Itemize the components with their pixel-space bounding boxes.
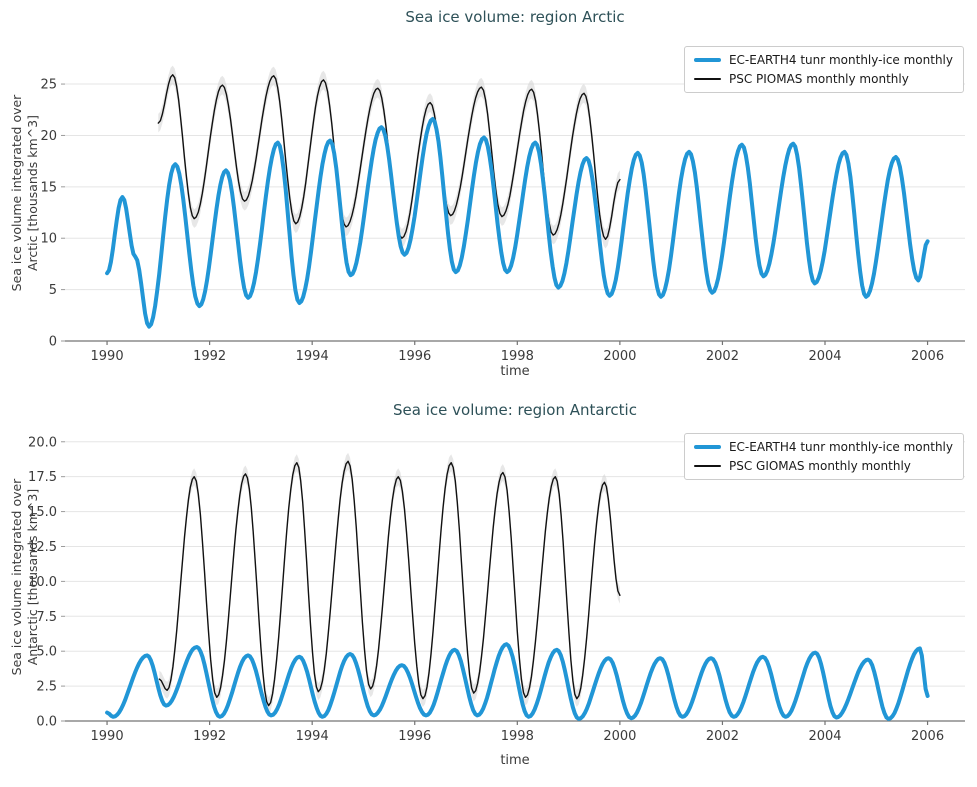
antarctic-legend: EC-EARTH4 tunr monthly-ice monthly PSC G… bbox=[683, 433, 964, 480]
x-tick-label: 2002 bbox=[706, 729, 739, 744]
legend-line-sample-black bbox=[693, 465, 721, 467]
legend-label: PSC PIOMAS monthly monthly bbox=[728, 72, 909, 86]
x-tick-label: 1998 bbox=[501, 729, 534, 744]
x-tick-label: 2006 bbox=[911, 729, 944, 744]
arctic-x-axis-label: time bbox=[500, 364, 530, 379]
x-tick-label: 2004 bbox=[808, 729, 841, 744]
y-tick-label: 2.5 bbox=[36, 680, 57, 695]
x-tick-label: 1996 bbox=[398, 729, 431, 744]
y-tick-label: 17.5 bbox=[28, 470, 57, 485]
legend-line-sample-blue bbox=[693, 445, 721, 449]
x-tick-label: 1992 bbox=[193, 729, 226, 744]
antarctic-chart-title: Sea ice volume: region Antarctic bbox=[393, 401, 637, 419]
legend-label: EC-EARTH4 tunr monthly-ice monthly bbox=[728, 53, 953, 67]
arctic-y-axis-label: Sea ice volume integrated over Arctic [t… bbox=[9, 94, 40, 292]
legend-item-piomas: PSC PIOMAS monthly monthly bbox=[693, 72, 953, 86]
series-line bbox=[105, 117, 930, 329]
antarctic-x-axis-label: time bbox=[500, 753, 530, 768]
arctic-chart-title: Sea ice volume: region Arctic bbox=[405, 8, 625, 26]
x-tick-label: 1994 bbox=[296, 729, 329, 744]
y-tick-label: 25 bbox=[40, 78, 57, 93]
legend-item-ec-earth4: EC-EARTH4 tunr monthly-ice monthly bbox=[693, 440, 953, 454]
arctic-plot-area: 1990 1992 1994 1996 1998 2000 2002 2004 2006 0 5 10… bbox=[40, 65, 965, 364]
antarctic-chart-panel: 1990 1992 1994 1996 1998 2000 2002 2004 2006 0.0 2… bbox=[0, 393, 977, 787]
series-line bbox=[158, 460, 621, 707]
legend-item-giomas: PSC GIOMAS monthly monthly bbox=[693, 459, 953, 473]
x-tick-label: 1992 bbox=[193, 349, 226, 364]
x-tick-label: 2000 bbox=[603, 349, 636, 364]
legend-line-sample-black bbox=[693, 78, 721, 80]
arctic-chart-panel: 1990 1992 1994 1996 1998 2000 2002 2004 2006 0 5 10… bbox=[0, 0, 977, 393]
y-tick-label: 10 bbox=[40, 232, 57, 247]
x-tick-label: 1990 bbox=[91, 729, 124, 744]
y-tick-label: 5 bbox=[49, 283, 57, 298]
legend-label: EC-EARTH4 tunr monthly-ice monthly bbox=[728, 440, 953, 454]
legend-item-ec-earth4: EC-EARTH4 tunr monthly-ice monthly bbox=[693, 53, 953, 67]
y-tick-label: 15.0 bbox=[28, 505, 57, 520]
y-tick-label: 20 bbox=[40, 129, 57, 144]
y-tick-label: 12.5 bbox=[28, 540, 57, 555]
legend-line-sample-blue bbox=[693, 58, 721, 62]
x-tick-label: 1998 bbox=[501, 349, 534, 364]
arctic-legend: EC-EARTH4 tunr monthly-ice monthly PSC P… bbox=[683, 46, 964, 93]
y-tick-label: 5.0 bbox=[36, 645, 57, 660]
y-tick-label: 10.0 bbox=[28, 575, 57, 590]
y-tick-label: 15 bbox=[40, 180, 57, 195]
x-tick-label: 2006 bbox=[911, 349, 944, 364]
legend-label: PSC GIOMAS monthly monthly bbox=[728, 459, 911, 473]
y-tick-label: 0 bbox=[49, 335, 57, 350]
x-tick-label: 1994 bbox=[296, 349, 329, 364]
antarctic-plot-area: 1990 1992 1994 1996 1998 2000 2002 2004 2006 0.0 2… bbox=[28, 435, 965, 744]
y-tick-label: 20.0 bbox=[28, 435, 57, 450]
x-tick-label: 1996 bbox=[398, 349, 431, 364]
x-tick-label: 2000 bbox=[603, 729, 636, 744]
y-tick-label: 7.5 bbox=[36, 610, 57, 625]
x-tick-label: 2002 bbox=[706, 349, 739, 364]
y-tick-label: 0.0 bbox=[36, 715, 57, 730]
x-tick-label: 2004 bbox=[808, 349, 841, 364]
series-line bbox=[105, 642, 930, 721]
x-tick-label: 1990 bbox=[91, 349, 124, 364]
antarctic-y-axis-label: Sea ice volume integrated over Antarctic… bbox=[9, 478, 40, 676]
